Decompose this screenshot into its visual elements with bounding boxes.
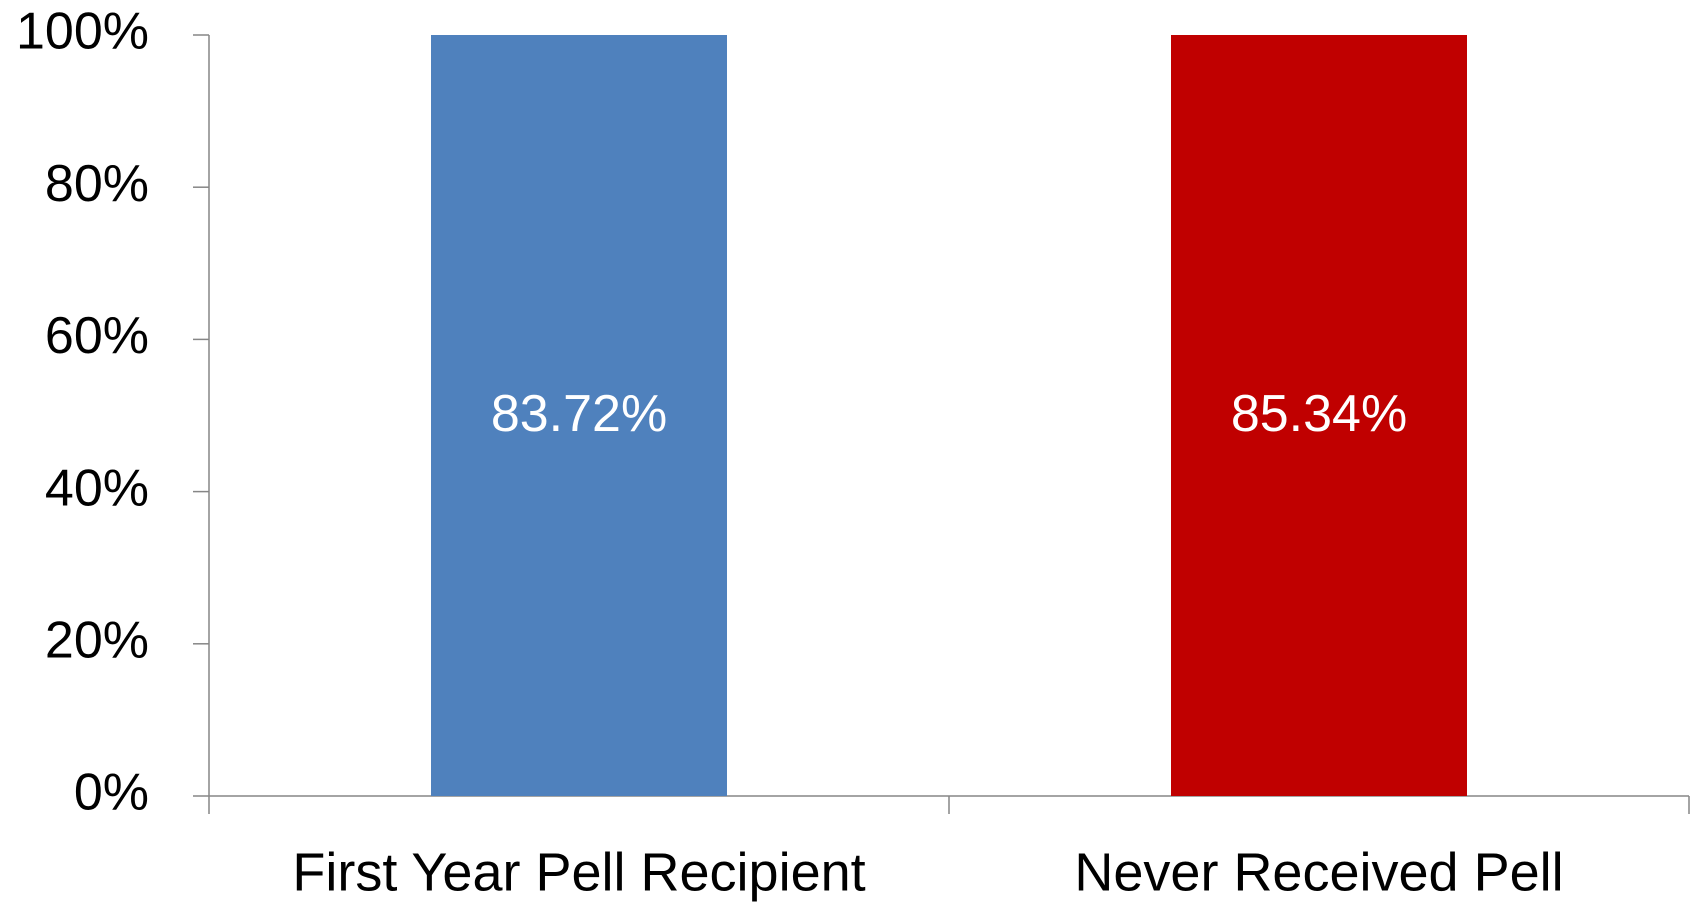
y-tick-label: 60%	[45, 307, 149, 365]
y-tick-label: 100%	[16, 3, 149, 61]
y-tick-label: 40%	[45, 459, 149, 517]
y-tick-label: 20%	[45, 612, 149, 670]
bar	[431, 35, 727, 796]
x-tick-label: Never Received Pell	[1074, 842, 1563, 902]
bar	[1171, 35, 1467, 796]
value-label: 83.72%	[491, 385, 667, 443]
value-label: 85.34%	[1231, 385, 1407, 443]
y-tick-label: 0%	[74, 764, 149, 822]
x-tick-label: First Year Pell Recipient	[292, 842, 865, 902]
y-tick-label: 80%	[45, 155, 149, 213]
